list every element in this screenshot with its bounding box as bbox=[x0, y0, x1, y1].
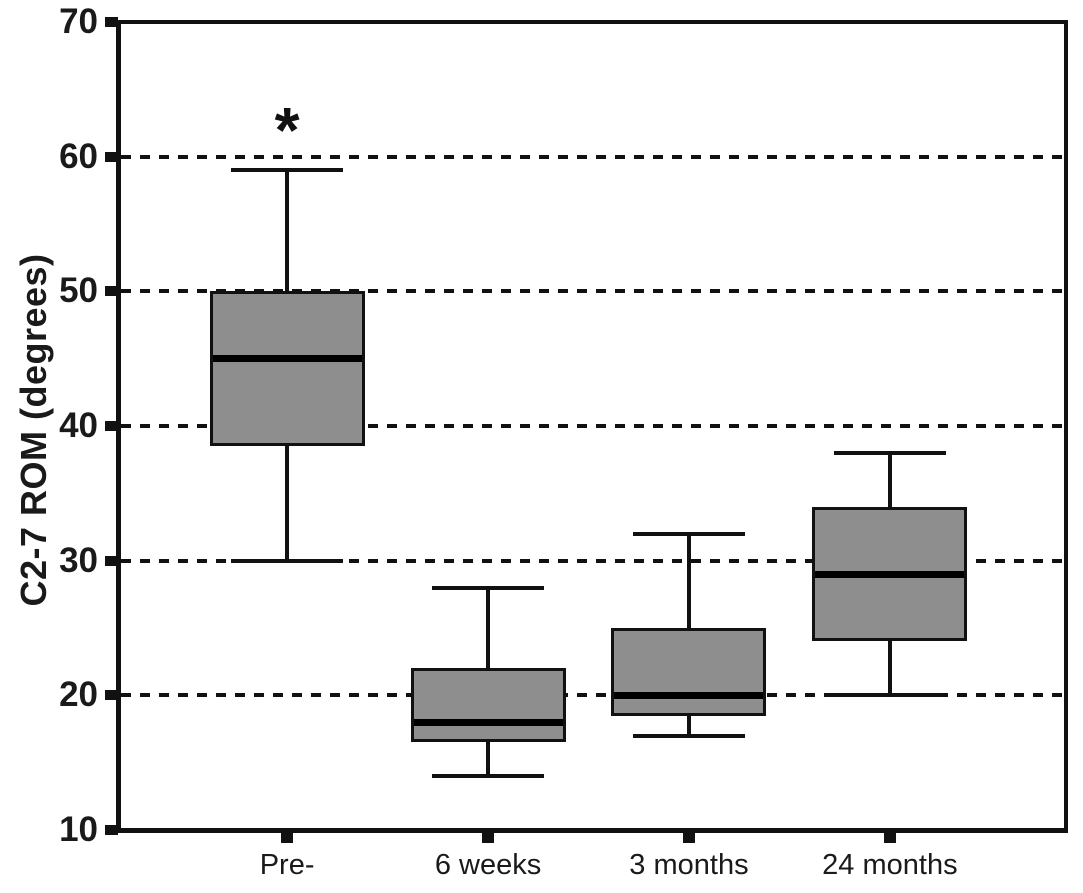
x-tick-label-0: Pre- bbox=[259, 849, 315, 881]
whisker-cap-low-2 bbox=[632, 733, 745, 738]
whisker-cap-high-1 bbox=[432, 585, 545, 590]
y-tick-20 bbox=[105, 690, 118, 701]
y-tick-label-30: 30 bbox=[59, 540, 98, 580]
x-tick-0 bbox=[281, 833, 294, 843]
gridline-40 bbox=[121, 424, 1064, 428]
y-tick-50 bbox=[105, 286, 118, 297]
plot-frame bbox=[116, 20, 1068, 833]
gridline-30 bbox=[121, 558, 1064, 563]
median-line-3 bbox=[815, 570, 965, 578]
whisker-cap-low-1 bbox=[432, 774, 545, 779]
x-tick-2 bbox=[682, 833, 695, 843]
y-tick-label-20: 20 bbox=[59, 675, 98, 715]
y-tick-label-10: 10 bbox=[59, 810, 98, 849]
y-tick-label-70: 70 bbox=[59, 2, 98, 41]
x-tick-label-1: 6 weeks bbox=[434, 849, 542, 881]
y-tick-40 bbox=[105, 421, 118, 431]
y-tick-label-60: 60 bbox=[59, 136, 98, 176]
y-tick-label-50: 50 bbox=[59, 271, 98, 311]
y-tick-70 bbox=[105, 17, 118, 27]
x-tick-3 bbox=[883, 833, 896, 843]
whisker-cap-low-0 bbox=[231, 558, 344, 563]
whisker-cap-low-3 bbox=[833, 693, 946, 698]
y-tick-label-40: 40 bbox=[59, 406, 98, 445]
whisker-cap-high-2 bbox=[632, 531, 745, 536]
y-tick-60 bbox=[105, 151, 118, 162]
x-tick-label-3: 24 months bbox=[822, 849, 958, 881]
box-2 bbox=[611, 628, 767, 716]
x-tick-1 bbox=[482, 833, 495, 843]
median-line-1 bbox=[413, 718, 563, 726]
box-1 bbox=[410, 668, 566, 743]
median-line-2 bbox=[614, 691, 764, 699]
gridline-50 bbox=[121, 289, 1064, 294]
box-0 bbox=[209, 291, 365, 447]
y-tick-30 bbox=[105, 555, 118, 566]
y-tick-10 bbox=[105, 825, 118, 835]
gridline-20 bbox=[121, 693, 1064, 698]
whisker-cap-high-3 bbox=[833, 450, 946, 455]
significance-marker-0: * bbox=[274, 94, 300, 167]
whisker-cap-high-0 bbox=[231, 168, 344, 173]
gridline-60 bbox=[121, 154, 1064, 159]
x-tick-label-2: 3 months bbox=[629, 849, 749, 881]
median-line-0 bbox=[212, 355, 362, 363]
